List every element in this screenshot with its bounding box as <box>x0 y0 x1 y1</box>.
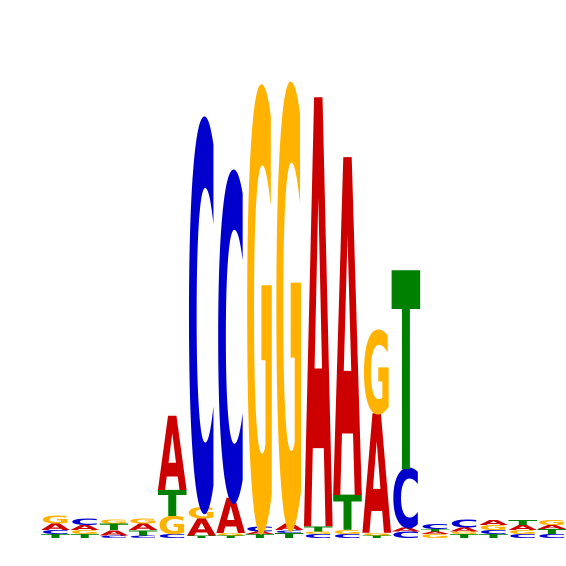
logo-letter-g: G <box>450 531 479 535</box>
logo-letter-a: A <box>129 522 158 532</box>
logo-letter-g: G <box>333 529 362 535</box>
logo-letter-g: G <box>362 309 391 440</box>
logo-letter-c: C <box>391 453 420 547</box>
logo-letter-c: C <box>304 533 333 539</box>
logo-letter-t: T <box>508 519 537 527</box>
logo-letter-a: A <box>70 524 99 532</box>
logo-letter-g: G <box>362 532 391 536</box>
logo-letter-c: C <box>537 533 566 539</box>
logo-letter-g: G <box>304 531 333 535</box>
logo-letter-t: T <box>304 525 333 533</box>
logo-letter-t: T <box>362 535 392 539</box>
logo-letter-g: G <box>129 517 158 525</box>
logo-letter-a: A <box>479 519 508 527</box>
logo-letter-g: G <box>99 519 128 525</box>
logo-letter-g: G <box>216 532 245 536</box>
logo-letter-g: G <box>158 512 187 541</box>
logo-letter-a: A <box>450 527 479 533</box>
logo-letter-a: A <box>391 527 420 533</box>
logo-letter-t: T <box>275 532 304 540</box>
logo-letter-t: T <box>70 533 99 539</box>
logo-letter-c: C <box>450 518 479 531</box>
logo-letter-g: G <box>479 524 508 532</box>
logo-letter-c: C <box>421 522 450 530</box>
logo-letter-t: T <box>450 533 479 539</box>
logo-letter-c: C <box>99 535 128 539</box>
logo-letter-t: T <box>479 533 508 539</box>
logo-letter-t: T <box>421 528 451 532</box>
logo-letter-t: T <box>187 535 217 539</box>
logo-letter-t: T <box>129 529 158 537</box>
logo-letter-t: T <box>158 484 187 525</box>
logo-letter-c: C <box>275 529 304 533</box>
logo-letter-g: G <box>70 529 99 535</box>
logo-letter-t: T <box>216 535 246 539</box>
logo-letter-g: G <box>508 529 537 535</box>
logo-letter-a: A <box>304 0 333 566</box>
logo-letter-g: G <box>187 504 216 522</box>
logo-letter-a: A <box>508 524 537 532</box>
logo-letter-c: C <box>187 19 216 566</box>
logo-letter-g: G <box>41 514 70 526</box>
logo-letter-c: C <box>158 533 187 539</box>
logo-letter-a: A <box>537 524 566 530</box>
logo-letter-c: C <box>216 89 245 566</box>
logo-letter-a: A <box>158 397 187 515</box>
logo-letter-a: A <box>245 531 275 535</box>
logo-letter-a: A <box>41 522 70 532</box>
logo-letter-c: C <box>245 525 274 533</box>
logo-letter-a: A <box>362 383 391 566</box>
logo-letter-c: C <box>70 517 99 528</box>
logo-letter-t: T <box>41 533 70 539</box>
logo-letter-a: A <box>421 531 451 535</box>
logo-letter-g: G <box>421 533 450 539</box>
logo-letter-c: C <box>508 533 537 539</box>
logo-letter-a: A <box>333 65 362 566</box>
logo-letter-a: A <box>275 522 304 532</box>
logo-letter-a: A <box>187 515 216 542</box>
logo-letter-c: C <box>41 529 70 535</box>
logo-letter-c: C <box>129 535 158 539</box>
logo-letter-a: A <box>99 529 128 537</box>
logo-letter-c: C <box>479 529 508 535</box>
logo-letter-c: C <box>391 530 420 541</box>
logo-letter-t: T <box>99 522 128 532</box>
logo-letter-t: T <box>537 528 566 536</box>
logo-letter-g: G <box>245 0 274 566</box>
logo-letter-t: T <box>333 486 362 542</box>
logo-letter-t: T <box>391 218 420 535</box>
logo-letter-a: A <box>216 489 246 545</box>
logo-letter-t: T <box>245 533 274 539</box>
logo-letter-c: C <box>333 533 362 539</box>
logo-letter-g: G <box>275 0 304 566</box>
logo-letter-g: G <box>537 519 566 527</box>
